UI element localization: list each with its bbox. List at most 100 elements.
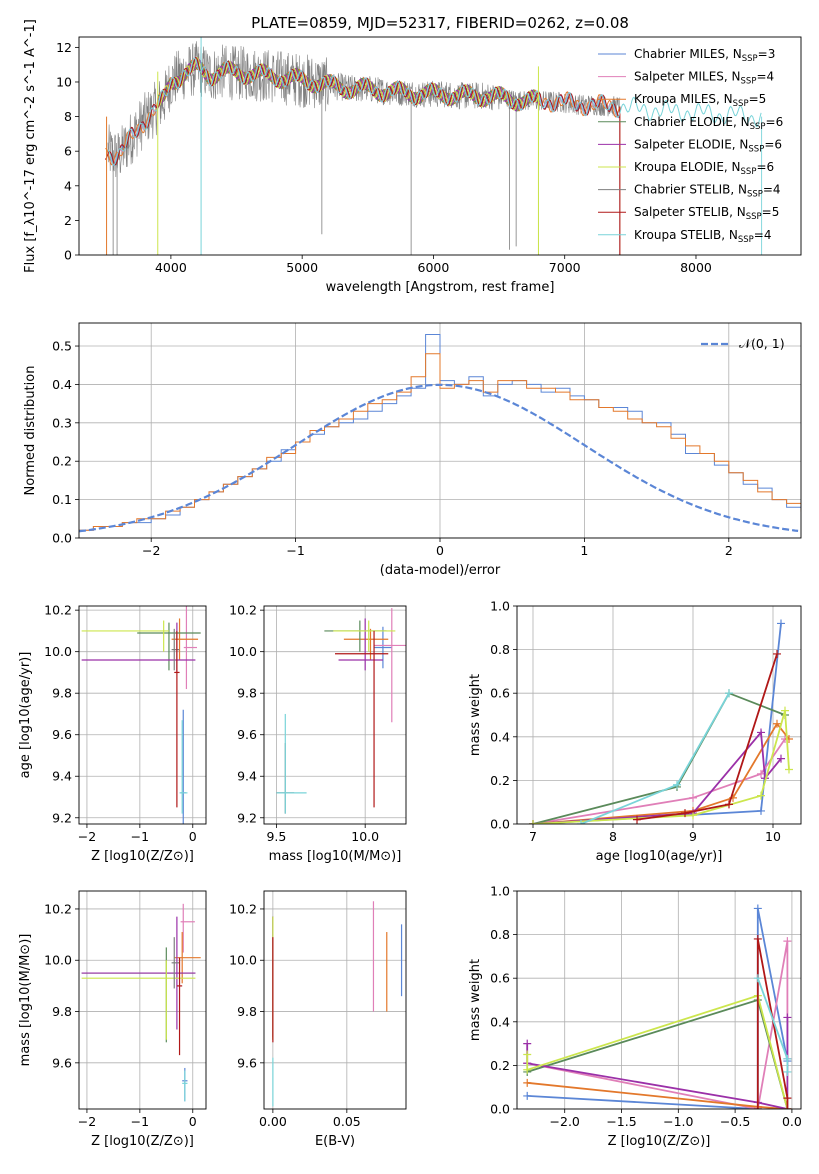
y-axis-label: mass [log10(M/M⊙)]: [18, 934, 33, 1067]
histogram-series: [79, 353, 801, 531]
y-tick-label: 9.4: [52, 769, 72, 784]
x-tick-label: 9: [689, 829, 697, 844]
y-tick-label: 9.8: [52, 1004, 72, 1019]
y-tick-label: 2: [64, 213, 72, 228]
axes-frame: [78, 36, 802, 256]
x-tick-label: 8000: [680, 260, 712, 275]
weight-marker: [757, 806, 765, 815]
data-point: [183, 606, 198, 690]
y-tick-label: 1.0: [490, 599, 510, 614]
weight-marker: [753, 974, 762, 983]
weight-marker: [783, 1067, 792, 1076]
weight-marker: [529, 820, 537, 824]
x-tick-label: 8: [609, 829, 617, 844]
chart-age_vs_Z: −2 −1 0 9.2 9.4 9.6 9.8 10.0 10.2 Z [log10(Z/Z⊙)]…: [18, 603, 207, 864]
data-point: [171, 937, 180, 989]
data-point: [81, 622, 196, 673]
data-point: [81, 620, 169, 652]
y-tick-label: 10: [56, 74, 72, 89]
legend: Chabrier MILES, NSSP=3 Salpeter MILES, NS…: [598, 47, 783, 245]
weight-marker: [783, 1105, 792, 1109]
weight-marker: [523, 1039, 532, 1048]
x-tick-label: 10.0: [351, 829, 379, 844]
data-point: [81, 960, 196, 1040]
plot-area: [79, 323, 801, 538]
weight-marker: [777, 619, 785, 628]
legend-label: Chabrier ELODIE, NSSP=6: [634, 115, 783, 132]
y-tick-label: 9.6: [237, 727, 257, 742]
chart-residuals: −2 −1 0 1 2 0.0 0.1 0.2 0.3 0.4 0.5 (data-model)/er…: [23, 322, 802, 578]
weight-series: [526, 998, 789, 1109]
legend-label: Salpeter STELIB, NSSP=5: [634, 205, 779, 222]
x-tick-label: 0: [189, 829, 197, 844]
legend-label: Chabrier STELIB, NSSP=4: [634, 183, 781, 200]
x-axis-label: Z [log10(Z/Z⊙)]: [91, 849, 194, 864]
weight-marker: [757, 769, 765, 778]
axes-frame: [516, 890, 802, 1110]
data-point: [374, 608, 406, 723]
plot-area: [104, 37, 763, 255]
y-tick-label: 0.0: [490, 1102, 510, 1117]
y-tick-label: 4: [64, 178, 72, 193]
plot-area: [79, 606, 206, 824]
plot-area: [264, 891, 406, 1109]
y-tick-label: 9.8: [237, 686, 257, 701]
x-tick-label: 0: [436, 543, 444, 558]
data-point: [179, 720, 188, 814]
weight-marker: [773, 649, 781, 658]
y-tick-label: 10.2: [44, 603, 72, 618]
y-tick-label: 0.4: [490, 1014, 510, 1029]
data-point: [333, 620, 396, 652]
axes-frame: [516, 605, 802, 825]
y-tick-label: 10.2: [229, 901, 257, 916]
x-tick-label: 10: [765, 829, 781, 844]
weight-marker: [757, 728, 765, 737]
y-tick-label: 9.2: [237, 810, 257, 825]
y-tick-label: 0: [64, 248, 72, 263]
x-axis-label: wavelength [Angstrom, rest frame]: [326, 280, 555, 295]
weight-marker: [783, 937, 792, 946]
data-point: [180, 903, 195, 953]
y-tick-label: 10.2: [44, 901, 72, 916]
weight-series: [636, 653, 778, 821]
data-point: [338, 618, 383, 671]
y-tick-label: 9.8: [237, 1004, 257, 1019]
x-axis-label: (data-model)/error: [380, 563, 501, 578]
x-tick-label: 1: [580, 543, 588, 558]
y-tick-label: 0.8: [490, 927, 510, 942]
data-point: [180, 709, 186, 824]
y-tick-label: 0.6: [490, 971, 510, 986]
plot-area: [517, 891, 801, 1109]
y-tick-label: 0.8: [490, 642, 510, 657]
weight-marker: [753, 904, 762, 913]
y-tick-label: 0.6: [490, 686, 510, 701]
chart-mass_vs_Z: −2 −1 0 9.6 9.8 10.0 10.2 Z [log10(Z/Z⊙)] mass […: [18, 890, 207, 1149]
legend-label: Kroupa ELODIE, NSSP=6: [634, 160, 774, 177]
y-tick-label: 9.6: [52, 1055, 72, 1070]
x-tick-label: 0: [189, 1114, 197, 1129]
axes-frame: [78, 322, 802, 539]
y-tick-label: 0.2: [490, 773, 510, 788]
data-point: [174, 932, 201, 984]
weight-marker: [785, 765, 793, 774]
legend-label: Salpeter ELODIE, NSSP=6: [634, 137, 782, 154]
weight-marker: [689, 811, 697, 820]
y-tick-label: 0.0: [52, 531, 72, 546]
weight-marker: [523, 1050, 532, 1059]
y-tick-label: 8: [64, 109, 72, 124]
model-line: [104, 57, 620, 166]
data-point: [171, 618, 199, 660]
y-tick-label: 10.2: [229, 603, 257, 618]
x-tick-label: −1.0: [663, 1114, 693, 1129]
x-tick-label: 7000: [549, 260, 581, 275]
axes-frame: [263, 890, 407, 1110]
legend-label: Kroupa MILES, NSSP=5: [634, 92, 766, 109]
y-tick-label: 9.2: [52, 810, 72, 825]
y-tick-label: 0.4: [52, 377, 72, 392]
weight-series: [532, 692, 786, 824]
y-tick-label: 0.1: [52, 492, 72, 507]
x-tick-label: −1: [131, 829, 149, 844]
weight-marker: [523, 1065, 532, 1074]
x-tick-label: −2.0: [550, 1114, 580, 1129]
